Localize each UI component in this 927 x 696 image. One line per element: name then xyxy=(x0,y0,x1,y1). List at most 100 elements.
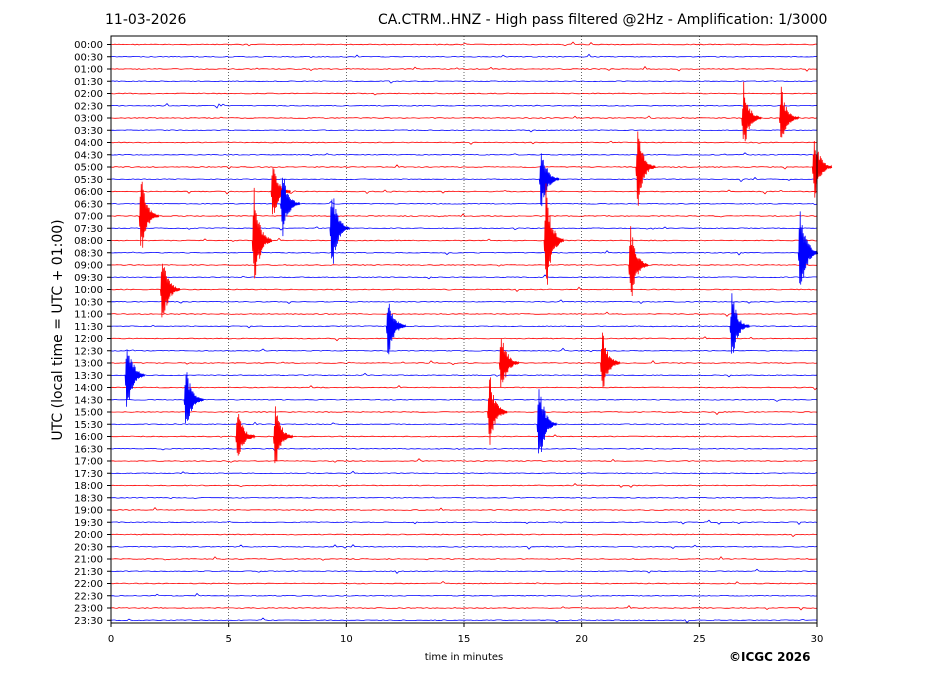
y-tick-label: 02:00 xyxy=(74,89,103,100)
x-axis: 0 5 10 15 20 25 30 xyxy=(108,623,824,645)
y-tick-label: 00:00 xyxy=(74,40,103,51)
event-burst xyxy=(600,332,621,388)
y-tick-label: 08:30 xyxy=(74,248,103,259)
y-tick-label: 07:30 xyxy=(74,224,103,235)
event-burst xyxy=(536,389,557,454)
trace-0330 xyxy=(110,129,817,133)
event-burst xyxy=(797,211,819,285)
trace-0600 xyxy=(110,189,818,195)
event-burst xyxy=(124,350,145,407)
y-tick-label: 11:30 xyxy=(74,322,103,333)
y-tick-label: 15:30 xyxy=(74,420,103,431)
trace-1300 xyxy=(110,360,818,366)
event-burst xyxy=(273,406,294,464)
y-tick-label: 13:00 xyxy=(74,359,103,370)
trace-0100 xyxy=(110,65,817,72)
event-burst xyxy=(498,338,520,388)
trace-2330 xyxy=(110,617,818,624)
trace-1230 xyxy=(110,347,818,353)
y-tick-label: 13:30 xyxy=(74,371,103,382)
y-tick-label: 18:00 xyxy=(74,481,103,492)
y-tick-label: 23:00 xyxy=(74,604,103,615)
y-tick-label: 16:00 xyxy=(74,432,103,443)
y-tick-label: 23:30 xyxy=(74,616,103,627)
y-tick-label: 00:30 xyxy=(74,52,103,63)
event-burst xyxy=(270,167,291,215)
trace-0930 xyxy=(110,274,818,280)
x-tick-label: 20 xyxy=(575,634,588,645)
y-tick-label: 02:30 xyxy=(74,101,103,112)
y-tick-label: 14:00 xyxy=(74,383,103,394)
y-tick-label: 04:00 xyxy=(74,138,103,149)
event-burst xyxy=(280,177,301,237)
y-tick-label: 19:00 xyxy=(74,506,103,517)
x-axis-label: time in minutes xyxy=(425,652,504,663)
y-tick-label: 21:00 xyxy=(74,555,103,566)
y-tick-label: 04:30 xyxy=(74,150,103,161)
copyright-label: ©ICGC 2026 xyxy=(729,650,811,664)
event-burst xyxy=(741,81,762,142)
trace-1730 xyxy=(110,470,818,475)
y-tick-label: 17:30 xyxy=(74,469,103,480)
y-tick-label: 03:00 xyxy=(74,114,103,125)
event-burst xyxy=(183,372,204,424)
trace-1630 xyxy=(110,447,818,452)
y-tick-label: 12:30 xyxy=(74,346,103,357)
y-tick-label: 22:00 xyxy=(74,579,103,590)
chart-date: 11-03-2026 xyxy=(105,12,187,28)
trace-1130 xyxy=(110,324,818,329)
event-burst xyxy=(729,293,750,354)
trace-0000 xyxy=(111,41,818,47)
y-tick-label: 01:00 xyxy=(74,65,103,76)
event-burst xyxy=(543,183,564,285)
y-tick-label: 14:30 xyxy=(74,395,103,406)
y-tick-label: 03:30 xyxy=(74,126,103,137)
y-tick-label: 11:00 xyxy=(74,310,103,321)
y-tick-label: 19:30 xyxy=(74,518,103,529)
event-burst xyxy=(138,181,160,248)
y-tick-label: 12:00 xyxy=(74,334,103,345)
y-tick-label: 10:30 xyxy=(74,297,103,308)
x-tick-label: 30 xyxy=(811,634,824,645)
event-burst xyxy=(160,263,181,318)
trace-0530 xyxy=(110,176,818,183)
y-tick-label: 20:00 xyxy=(74,530,103,541)
y-tick-label: 09:30 xyxy=(74,273,103,284)
trace-1600 xyxy=(110,434,818,439)
y-tick-label: 06:30 xyxy=(74,199,103,210)
y-tick-label: 05:00 xyxy=(74,163,103,174)
trace-2130 xyxy=(110,568,818,574)
y-tick-label: 22:30 xyxy=(74,591,103,602)
y-tick-label: 08:00 xyxy=(74,236,103,247)
y-tick-label: 10:00 xyxy=(74,285,103,296)
x-tick-label: 15 xyxy=(458,634,471,645)
trace-1000 xyxy=(110,286,818,292)
event-burst xyxy=(235,413,256,456)
trace-0030 xyxy=(110,53,818,59)
trace-2200 xyxy=(110,580,818,585)
y-tick-label: 09:00 xyxy=(74,261,103,272)
x-tick-label: 10 xyxy=(340,634,353,645)
y-tick-label: 17:00 xyxy=(74,457,103,468)
trace-2230 xyxy=(110,592,818,597)
event-burst xyxy=(538,153,560,207)
y-tick-label: 07:00 xyxy=(74,212,103,223)
y-tick-label: 06:00 xyxy=(74,187,103,198)
trace-1800 xyxy=(110,482,818,488)
trace-layer xyxy=(110,41,833,624)
event-burst xyxy=(811,140,833,198)
trace-0430 xyxy=(110,152,818,157)
trace-1100 xyxy=(110,311,818,317)
trace-0630 xyxy=(110,200,818,206)
trace-1200 xyxy=(110,336,818,342)
y-tick-label: 20:30 xyxy=(74,542,103,553)
trace-1700 xyxy=(110,458,818,463)
event-burst xyxy=(487,377,508,445)
trace-1900 xyxy=(110,506,818,511)
y-tick-label: 01:30 xyxy=(74,77,103,88)
x-tick-label: 25 xyxy=(693,634,706,645)
event-burst xyxy=(628,226,649,297)
event-burst xyxy=(778,86,800,138)
